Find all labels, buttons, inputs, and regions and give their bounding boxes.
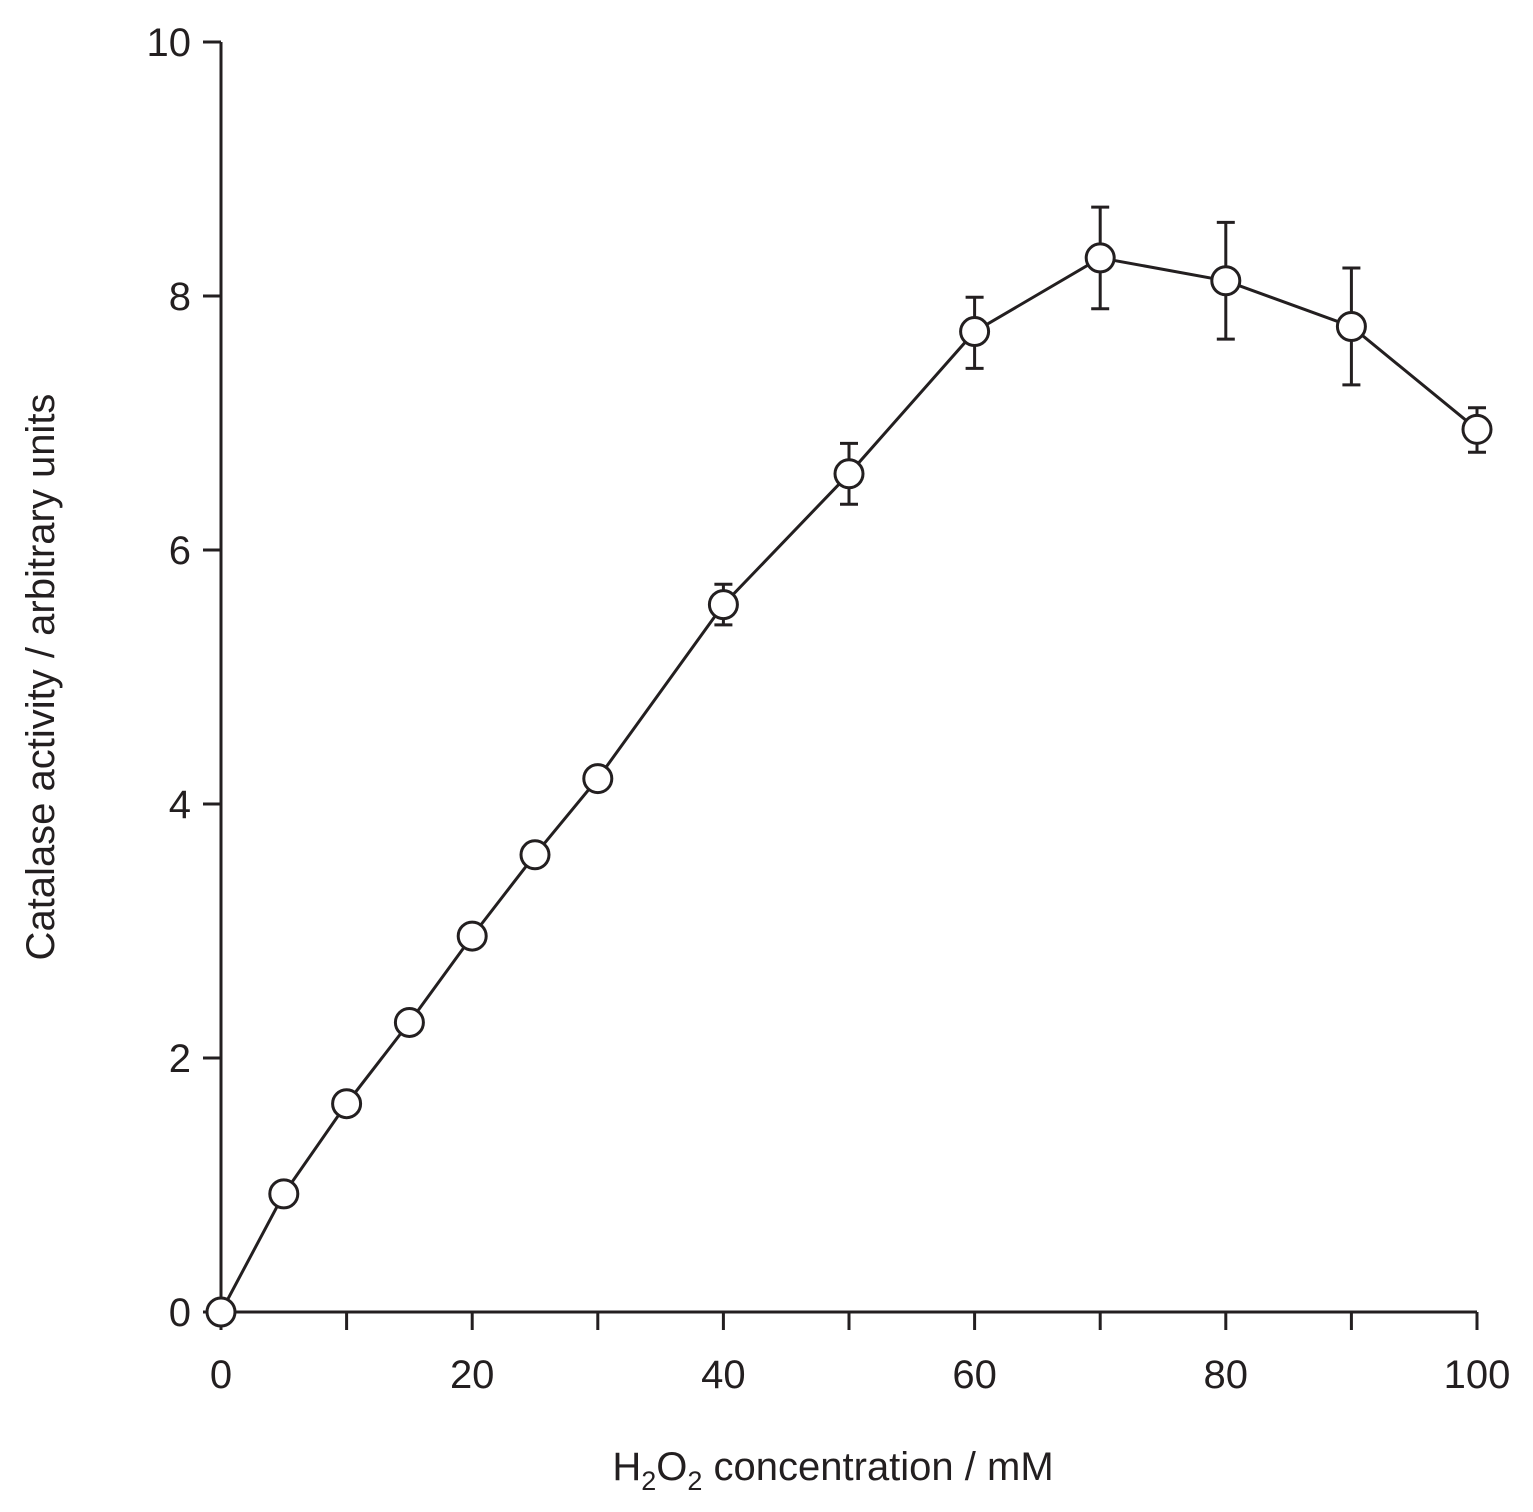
axes [221, 42, 1477, 1312]
data-markers [207, 244, 1491, 1326]
x-label-text: O [656, 1445, 687, 1489]
x-tick-label: 100 [1444, 1353, 1511, 1397]
x-label-subscript: 2 [687, 1466, 702, 1496]
y-tick-label: 8 [169, 275, 191, 319]
data-point [458, 922, 486, 950]
y-ticks: 0 2 4 6 8 10 [147, 21, 222, 1335]
x-label-subscript: 2 [641, 1466, 656, 1496]
data-point [395, 1008, 423, 1036]
y-axis-label: Catalase activity / arbitrary units [19, 394, 63, 961]
data-point [835, 460, 863, 488]
y-tick-label: 4 [169, 783, 191, 827]
x-ticks: 0 20 40 60 80 100 [210, 1312, 1511, 1397]
data-point [270, 1180, 298, 1208]
x-tick-label: 80 [1204, 1353, 1249, 1397]
y-tick-label: 2 [169, 1037, 191, 1081]
y-tick-label: 10 [147, 21, 192, 65]
x-label-text: H [612, 1445, 641, 1489]
data-point [333, 1090, 361, 1118]
data-point [961, 318, 989, 346]
y-tick-label: 6 [169, 529, 191, 573]
x-label-text: concentration / mM [702, 1445, 1053, 1489]
x-axis-label: H2​O2​ concentration / mM [612, 1445, 1053, 1496]
data-point [1337, 312, 1365, 340]
series-line [221, 258, 1477, 1312]
data-point [709, 591, 737, 619]
x-tick-label: 60 [952, 1353, 997, 1397]
y-tick-label: 0 [169, 1291, 191, 1335]
x-tick-label: 0 [210, 1353, 232, 1397]
data-point [1212, 267, 1240, 295]
data-point [521, 841, 549, 869]
x-tick-label: 20 [450, 1353, 495, 1397]
x-tick-label: 40 [701, 1353, 746, 1397]
data-point [584, 765, 612, 793]
data-point [1463, 415, 1491, 443]
data-point [207, 1298, 235, 1326]
data-point [1086, 244, 1114, 272]
